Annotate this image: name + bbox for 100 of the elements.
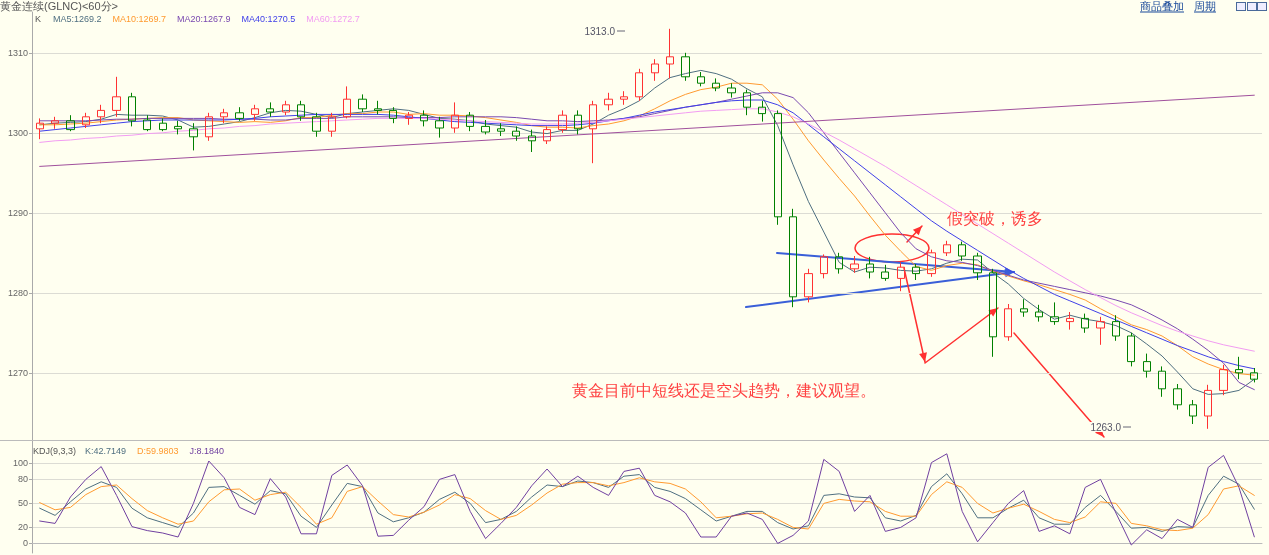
candlestick [435,116,444,139]
candlestick [620,90,628,106]
candlestick [1020,298,1028,318]
candlestick [1096,316,1105,346]
candlestick [159,117,167,132]
candlestick [1066,311,1074,331]
candlestick [1204,384,1212,430]
candlestick [466,111,474,132]
text: D:59.9803 [137,445,179,456]
y-tick-label: 1290 [7,207,28,218]
candlestick [1219,364,1228,396]
candlestick [420,109,428,127]
candlestick [451,101,459,134]
annotation: 1263.0 [1090,421,1122,433]
candlestick [36,117,44,140]
candlestick [804,268,813,303]
candlestick [235,106,244,122]
candlestick [481,119,490,135]
candlestick [912,263,920,281]
text: 商品叠加 [1140,0,1184,12]
candlestick [251,104,259,122]
candlestick [343,85,351,119]
y-tick-label: 1310 [7,47,28,58]
candlestick [820,253,828,279]
y-tick-label: 1280 [7,287,28,298]
candlestick [943,240,951,257]
candlestick [174,120,182,135]
candlestick [589,100,597,164]
candlestick [1004,303,1012,342]
candlestick [604,92,613,111]
candlestick [358,93,367,113]
text: MA20:1267.9 [177,13,231,24]
annotation: 1313.0 [584,25,616,37]
candlestick [1189,399,1197,425]
text: K:42.7149 [85,445,127,456]
y-tick-label: 1270 [7,367,28,378]
candlestick [82,112,90,129]
candlestick [405,111,413,126]
candlestick [512,125,520,142]
chart-subtitle: K [35,13,42,24]
candlestick [1127,332,1135,367]
candlestick [205,112,213,142]
y-tick-label: 80 [17,474,28,485]
candlestick [543,125,551,145]
candlestick [266,101,274,118]
text: MA60:1272.7 [306,13,360,24]
candlestick [220,108,228,124]
candlestick [1235,356,1243,380]
candlestick [112,76,121,118]
chart-title: 黄金连续(GLNC)<60分> [0,0,118,12]
candlestick [312,112,321,138]
candlestick [66,114,75,132]
candlestick [282,100,290,116]
candlestick [297,100,305,122]
candlestick [497,122,505,137]
candlestick [328,112,336,138]
candlestick [374,100,382,115]
text: MA5:1269.2 [53,13,102,24]
candlestick [528,129,536,153]
text: 周期 [1194,0,1216,12]
candlestick [681,52,690,82]
candlestick [958,241,966,262]
candlestick [666,28,674,79]
candlestick [651,58,659,82]
candlestick [1173,383,1182,411]
candlestick [866,256,874,279]
y-tick-label: 0 [22,538,28,549]
candlestick [1158,365,1166,398]
candlestick [850,255,859,274]
candlestick [1081,313,1089,334]
candlestick [143,114,151,132]
candlestick [1250,367,1258,383]
candlestick [743,89,751,116]
y-tick-label: 50 [17,498,28,509]
y-tick-label: 20 [17,522,28,533]
candlestick [897,261,905,292]
y-tick-label: 100 [12,458,28,469]
candlestick [973,252,982,281]
candlestick [635,68,643,102]
y-tick-label: 1300 [7,127,28,138]
candlestick [1112,314,1120,342]
candlestick [574,109,582,135]
candlestick [97,104,105,124]
candlestick [835,252,843,275]
candlestick [697,71,705,87]
candlestick [128,92,136,127]
candlestick [1143,353,1151,379]
annotation: 黄金目前中短线还是空头趋势，建议观望。 [572,381,876,399]
text: KDJ(9,3,3) [33,445,77,456]
candlestick [1050,301,1059,326]
series-label: J:8.1840 [189,445,225,456]
candlestick [189,122,198,151]
text: MA40:1270.5 [241,13,296,24]
candlestick [927,249,936,278]
candlestick [758,100,766,123]
annotation: 假突破，诱多 [947,209,1043,227]
candlestick [558,109,567,134]
candlestick [727,82,736,99]
candlestick [774,109,782,226]
text: MA10:1269.7 [112,13,167,24]
